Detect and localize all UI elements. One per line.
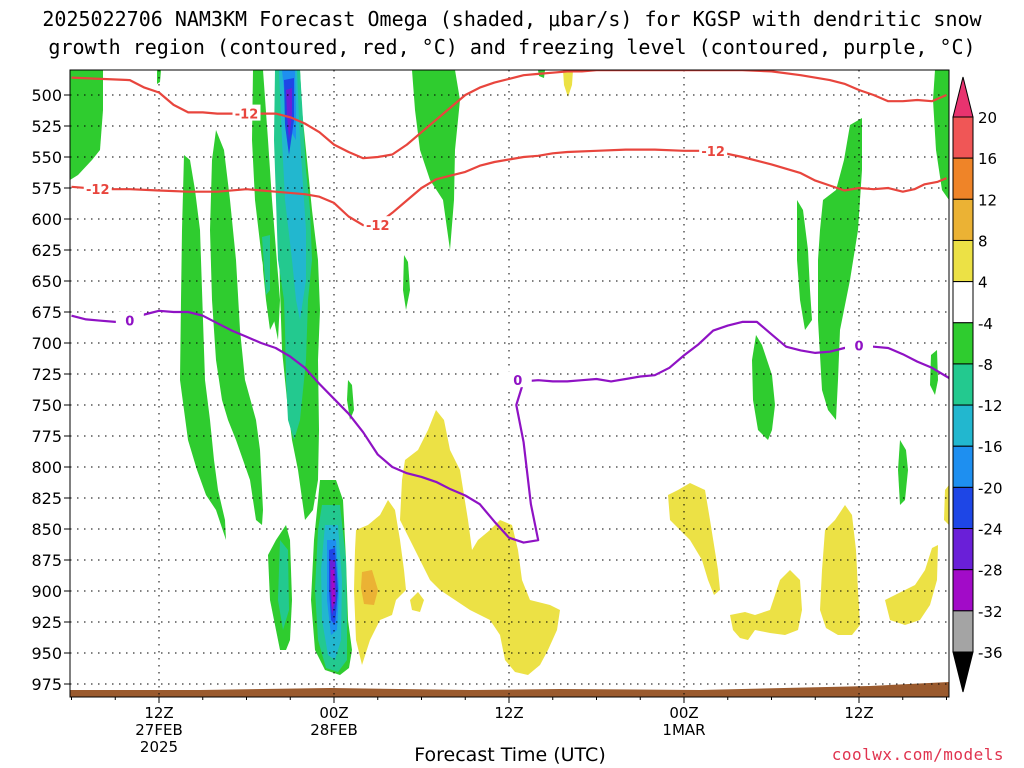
colorbar-label: -28 xyxy=(978,562,1003,580)
colorbar-label: -16 xyxy=(978,438,1003,456)
colorbar-label: 8 xyxy=(978,232,988,250)
omega-colorbar: 20 16 12 8 4 -4 -8 -12 -16 -20 -24 -28 -32 -36 xyxy=(952,76,1003,693)
x-tick-label: 12Z 27FEB 2025 xyxy=(109,705,209,756)
freezing-contour-label: 0 xyxy=(513,374,522,389)
y-tick-label: 725 xyxy=(31,365,62,384)
freezing-contour-label-bg xyxy=(845,336,873,353)
colorbar-label: 4 xyxy=(978,274,988,292)
colorbar-bin xyxy=(952,528,974,571)
colorbar-label: -12 xyxy=(978,397,1003,415)
omega-shading xyxy=(70,70,949,697)
y-tick-label: 750 xyxy=(31,396,62,415)
x-axis-title: Forecast Time (UTC) xyxy=(414,744,606,766)
colorbar-top-arrow xyxy=(952,76,974,118)
freezing-contour-label: 0 xyxy=(125,315,134,330)
colorbar-label: 12 xyxy=(978,191,997,209)
y-tick-label: 850 xyxy=(31,520,62,539)
teal-blue-shading xyxy=(262,70,347,672)
y-tick-label: 600 xyxy=(31,210,62,229)
dendritic-contour-label-bg xyxy=(232,104,261,121)
dendritic-contour-label: -12 xyxy=(86,183,110,198)
x-tick-label: 00Z 28FEB xyxy=(284,705,384,739)
colorbar-label: 16 xyxy=(978,150,997,168)
y-tick-label: 775 xyxy=(31,427,62,446)
x-axis-ticks xyxy=(71,697,947,703)
y-tick-label: 925 xyxy=(31,613,62,632)
y-tick-label: 950 xyxy=(31,644,62,663)
colorbar-bottom-arrow xyxy=(952,651,974,693)
yellow-shading xyxy=(354,70,949,675)
y-tick-label: 825 xyxy=(31,489,62,508)
x-tick-label-line1: 00Z xyxy=(669,704,699,722)
x-tick-label-line1: 12Z xyxy=(144,704,174,722)
colorbar-bin xyxy=(952,157,974,200)
freezing-contour-label-bg xyxy=(115,311,144,328)
orange-shading xyxy=(361,570,378,605)
ground-strip xyxy=(70,682,949,697)
colorbar-bin xyxy=(952,198,974,241)
x-tick-label-line2: 1MAR xyxy=(662,721,706,739)
y-tick-label: 900 xyxy=(31,582,62,601)
colorbar-bin xyxy=(952,569,974,612)
x-tick-label: 12Z xyxy=(459,705,559,722)
dendritic-contour xyxy=(71,148,947,227)
credit-text: coolwx.com/models xyxy=(831,745,1004,764)
y-axis: 500 525 550 575 600 625 650 675 700 725 750 775 800 8… xyxy=(31,86,70,694)
colorbar-label: -8 xyxy=(978,356,993,374)
freezing-contour xyxy=(71,309,949,544)
x-tick-label-line1: 12Z xyxy=(844,704,874,722)
dendritic-contour-label-bg xyxy=(83,180,112,197)
freezing-contour-label: 0 xyxy=(854,339,863,354)
colorbar-label: -20 xyxy=(978,479,1003,497)
colorbar-label: -24 xyxy=(978,521,1003,539)
colorbar-label: -4 xyxy=(978,315,993,333)
colorbar-bin xyxy=(952,404,974,447)
dendritic-contour-label: -12 xyxy=(235,108,259,123)
colorbar-label: -36 xyxy=(978,644,1003,662)
colorbar-bin xyxy=(952,486,974,530)
y-tick-label: 875 xyxy=(31,551,62,570)
x-tick-label: 00Z 1MAR xyxy=(634,705,734,739)
colorbar-bin xyxy=(952,239,974,283)
y-tick-label: 550 xyxy=(31,148,62,167)
y-tick-label: 675 xyxy=(31,303,62,322)
x-tick-label-line1: 12Z xyxy=(494,704,524,722)
colorbar-bin xyxy=(952,363,974,406)
x-tick-label-line2: 28FEB xyxy=(310,721,358,739)
dendritic-contour-label-bg xyxy=(363,216,392,233)
colorbar-label: -32 xyxy=(978,603,1003,621)
chart-title-line2: growth region (contoured, red, °C) and f… xyxy=(48,35,976,59)
dendritic-contour-label-bg xyxy=(699,141,728,158)
colorbar-label: 20 xyxy=(978,109,997,127)
x-tick-label-line3: 2025 xyxy=(139,738,179,756)
colorbar-bin xyxy=(952,322,974,365)
y-tick-label: 800 xyxy=(31,458,62,477)
colorbar-bin xyxy=(952,610,974,653)
x-tick-label-line2: 27FEB xyxy=(135,721,183,739)
colorbar-bin xyxy=(952,445,974,488)
freezing-contour-label-bg xyxy=(503,371,532,388)
contour-lines: -12 -12 -12 -12 0 0 0 xyxy=(71,70,949,544)
y-tick-label: 525 xyxy=(31,117,62,136)
y-tick-label: 975 xyxy=(31,675,62,694)
dendritic-contour xyxy=(71,70,947,160)
y-tick-label: 575 xyxy=(31,179,62,198)
y-tick-label: 625 xyxy=(31,241,62,260)
y-tick-label: 650 xyxy=(31,272,62,291)
x-tick-label-line1: 00Z xyxy=(319,704,349,722)
colorbar-bin xyxy=(952,281,974,324)
chart-title-line1: 2025022706 NAM3KM Forecast Omega (shaded… xyxy=(42,7,982,31)
x-tick-label: 12Z xyxy=(809,705,909,722)
colorbar-bin xyxy=(952,116,974,159)
y-tick-label: 700 xyxy=(31,334,62,353)
y-tick-label: 500 xyxy=(31,86,62,105)
dendritic-contour-label: -12 xyxy=(366,219,390,234)
dendritic-contour-label: -12 xyxy=(701,145,725,160)
